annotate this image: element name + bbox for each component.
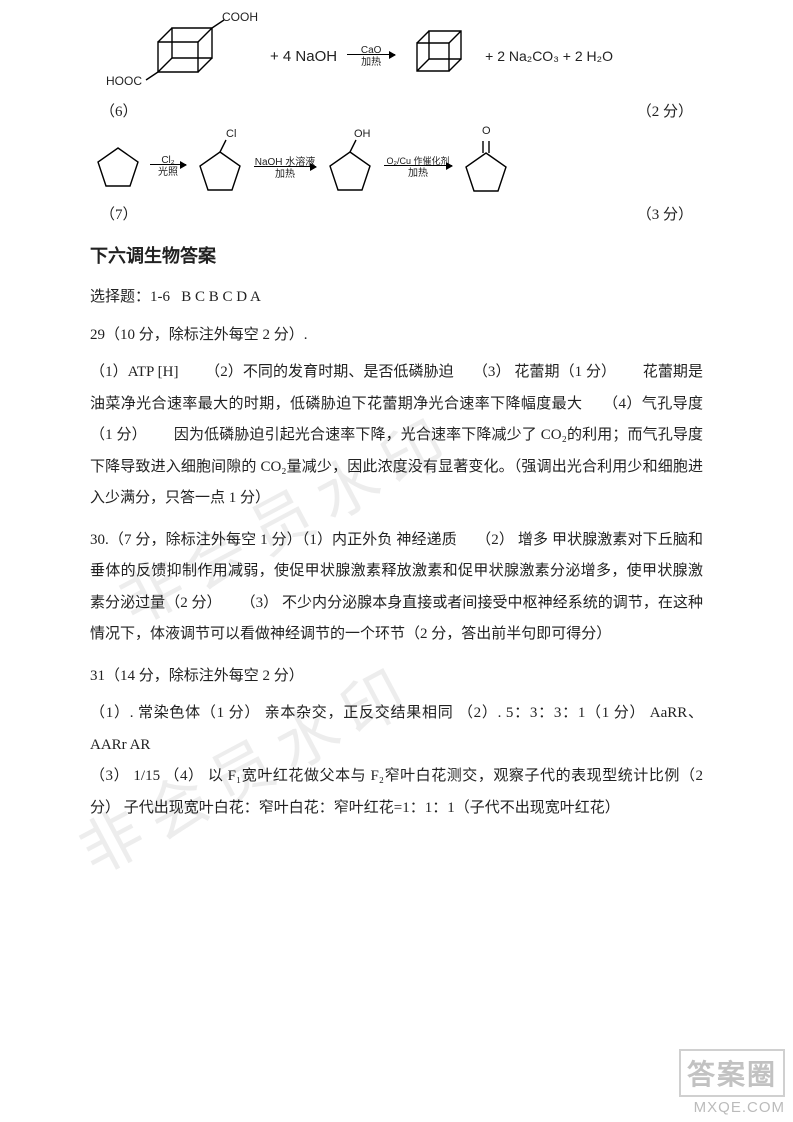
cl-label: Cl <box>226 128 236 140</box>
q7-left-label: （7） <box>100 203 138 224</box>
q29-1a: （1）ATP [H] <box>90 364 178 380</box>
reactant-cubane-diacid: COOH HOOC <box>120 16 260 96</box>
q6-right-label: （2 分） <box>637 100 693 121</box>
q31-header: 31（14 分，除标注外每空 2 分） <box>90 661 703 693</box>
q31-p1: （1）. 常染色体（1 分） 亲本杂交，正反交结果相同 （2）. 5：3：3：1… <box>90 698 703 761</box>
bio-section-title: 下六调生物答案 <box>90 242 703 268</box>
cooh-bottom-label: HOOC <box>106 74 142 88</box>
brand-text: 答案圈 <box>679 1049 785 1097</box>
q29-body: （1）ATP [H] （2）不同的发育时期、是否低磷胁迫 （3） 花蕾期（1 分… <box>90 357 703 515</box>
q30-header: 30.（7 分，除标注外每空 1 分）（1）内正外负 神经递质 <box>90 532 457 548</box>
r7-a2-below: 加热 <box>275 165 295 180</box>
products-right: + 2 Na₂CO₃ + 2 H₂O <box>485 48 613 64</box>
q6-left-label: （6） <box>100 100 138 121</box>
r7-arrow2: NaOH 水溶液 加热 <box>254 153 316 180</box>
r7-arrow1: Cl₂ 光照 <box>150 155 186 178</box>
reaction6-arrow: CaO 加热 <box>347 45 395 68</box>
o-label: O <box>482 125 491 137</box>
cyclopentane <box>90 136 146 196</box>
reaction-6: COOH HOOC + 4 NaOH CaO 加热 + 2 Na₂CO <box>90 16 703 96</box>
reaction6-labels: （6） （2 分） <box>100 100 693 121</box>
q29-1c: （3） 花蕾期（1 分） <box>473 364 616 380</box>
oh-label: OH <box>354 128 371 140</box>
mc-label: 选择题：1-6 <box>90 289 170 305</box>
q31-p2: （3） 1/15 （4） 以 F₁宽叶红花做父本与 F₂窄叶白花测交，观察子代的… <box>90 761 703 824</box>
q7-right-label: （3 分） <box>637 203 693 224</box>
cyclopentanol: OH <box>320 134 380 198</box>
cooh-top-label: COOH <box>222 10 258 24</box>
q29-header: 29（10 分，除标注外每空 2 分）. <box>90 320 703 352</box>
q29-1b: （2）不同的发育时期、是否低磷胁迫 <box>205 364 454 380</box>
arrow6-below: 加热 <box>361 53 381 68</box>
r7-a3-below: 加热 <box>408 164 428 179</box>
chlorocyclopentane: Cl <box>190 134 250 198</box>
product-cubane <box>405 21 475 91</box>
cyclopentanone: O <box>456 133 516 199</box>
brand-url: MXQE.COM <box>679 1099 785 1116</box>
q29-1f: 因为低磷胁迫引起光合速率下降，光合速率下降减少了 CO₂的利用；而气孔导度下降导… <box>90 427 703 506</box>
corner-brand: 答案圈 MXQE.COM <box>679 1049 785 1116</box>
q30-body: 30.（7 分，除标注外每空 1 分）（1）内正外负 神经递质 （2） 增多 甲… <box>90 525 703 651</box>
r7-a1-below: 光照 <box>158 163 178 178</box>
reaction7-labels: （7） （3 分） <box>100 203 693 224</box>
mc-answers: B C B C D A <box>181 289 261 305</box>
r7-arrow3: O₂/Cu 作催化剂 加热 <box>384 154 452 179</box>
reaction-7: Cl₂ 光照 Cl NaOH 水溶液 加热 OH O₂/Cu 作 <box>90 133 703 199</box>
mc-line: 选择题：1-6 B C B C D A <box>90 282 703 314</box>
reagent-naoh: + 4 NaOH <box>270 48 337 65</box>
